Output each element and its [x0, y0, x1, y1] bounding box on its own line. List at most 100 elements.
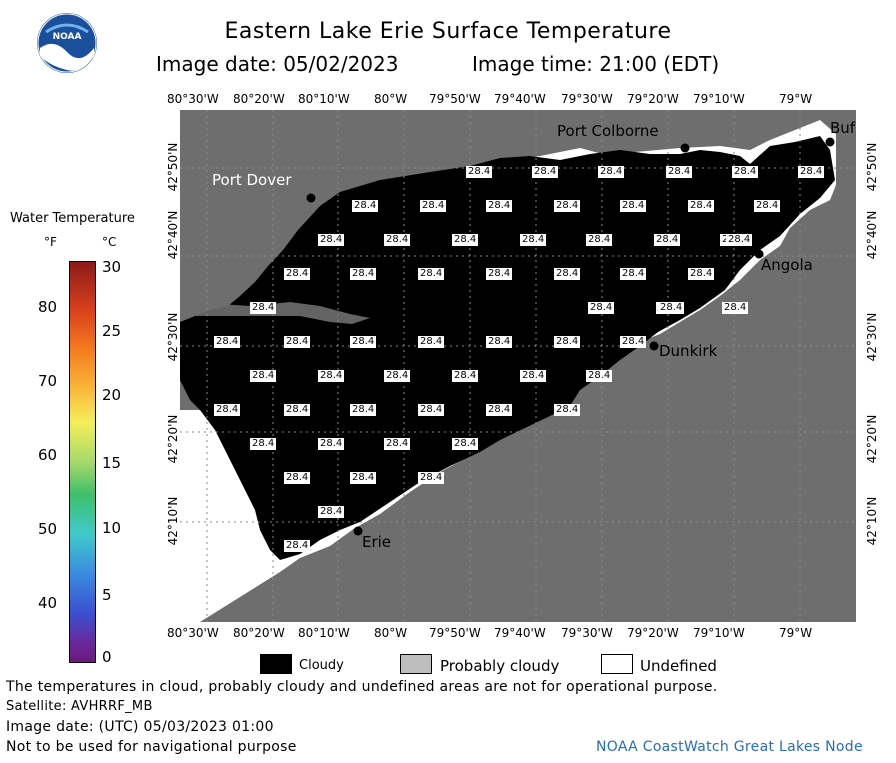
temperature-label: 28.4: [520, 370, 547, 382]
city-marker: [825, 137, 835, 147]
temperature-label: 28.4: [466, 166, 493, 178]
city-label-port-colborne: Port Colborne: [557, 122, 659, 140]
utc-image-date: Image date: (UTC) 05/03/2023 01:00: [6, 719, 274, 735]
legend-f-tick: 50: [38, 520, 58, 538]
city-marker: [680, 143, 690, 153]
lon-label-top: 79°40'W: [494, 92, 546, 106]
cloudy-swatch: [260, 654, 292, 674]
temperature-label: 28.4: [250, 370, 277, 382]
lon-label-bottom: 80°20'W: [233, 626, 285, 640]
temperature-label: 28.4: [214, 336, 241, 348]
navigation-warning: Not to be used for navigational purpose: [6, 739, 297, 755]
lat-label-right: 42°30'N: [865, 312, 879, 362]
temperature-label: 28.4: [620, 336, 647, 348]
legend-c-tick: 10: [102, 519, 122, 537]
temperature-label: 28.4: [284, 404, 311, 416]
lat-label-right: 42°20'N: [865, 414, 879, 464]
temperature-label: 28.4: [726, 234, 753, 246]
temperature-label: 28.4: [658, 302, 685, 314]
temperature-color-scale: [69, 261, 96, 663]
temperature-label: 28.4: [350, 268, 377, 280]
lon-label-bottom: 80°30'W: [167, 626, 219, 640]
city-label-port-dover: Port Dover: [212, 171, 292, 189]
temperature-label: 28.4: [318, 506, 345, 518]
lon-label-top: 79°10'W: [693, 92, 745, 106]
legend-f-tick: 70: [38, 372, 58, 390]
lon-label-bottom: 79°10'W: [693, 626, 745, 640]
legend-c-tick: 0: [102, 648, 112, 666]
lon-label-bottom: 80°10'W: [298, 626, 350, 640]
lon-label-bottom: 79°40'W: [494, 626, 546, 640]
lake-map: Port Colborne Buf Port Dover Angola Dunk…: [180, 110, 856, 622]
city-label-erie: Erie: [362, 533, 392, 551]
temperature-label: 28.4: [486, 200, 513, 212]
temperature-label: 28.4: [250, 302, 277, 314]
legend-unit-f: °F: [44, 235, 57, 249]
lon-label-top: 79°20'W: [627, 92, 679, 106]
legend-c-tick: 30: [102, 258, 122, 276]
temperature-label: 28.4: [754, 200, 781, 212]
temperature-label: 28.4: [452, 438, 479, 450]
temperature-label: 28.4: [688, 200, 715, 212]
lon-label-bottom: 80°W: [374, 626, 408, 640]
city-label-dunkirk: Dunkirk: [659, 342, 718, 360]
legend-f-tick: 80: [38, 298, 58, 316]
temperature-label: 28.4: [214, 404, 241, 416]
lon-label-top: 79°30'W: [561, 92, 613, 106]
legend-title: Water Temperature: [10, 211, 135, 226]
city-marker: [353, 526, 363, 536]
city-marker: [754, 249, 764, 259]
legend-c-tick: 15: [102, 454, 122, 472]
temperature-label: 28.4: [532, 166, 559, 178]
temperature-label: 28.4: [318, 234, 345, 246]
lon-label-bottom: 79°30'W: [561, 626, 613, 640]
lon-label-bottom: 79°20'W: [627, 626, 679, 640]
temperature-label: 28.4: [620, 268, 647, 280]
city-marker: [306, 193, 316, 203]
temperature-label: 28.4: [384, 438, 411, 450]
legend-c-tick: 25: [102, 322, 122, 340]
logo-text: NOAA: [53, 32, 82, 42]
lon-label-top: 79°50'W: [429, 92, 481, 106]
undefined-swatch: [601, 654, 633, 674]
lon-label-top: 80°20'W: [233, 92, 285, 106]
temperature-label: 28.4: [284, 540, 311, 552]
image-date: Image date: 05/02/2023: [156, 52, 399, 76]
lat-label-left: 42°40'N: [166, 210, 180, 260]
temperature-label: 28.4: [486, 404, 513, 416]
lat-label-left: 42°10'N: [166, 496, 180, 546]
lon-label-top: 80°W: [374, 92, 408, 106]
temperature-label: 28.4: [452, 370, 479, 382]
lon-label-top: 79°W: [779, 92, 813, 106]
city-marker: [649, 341, 659, 351]
temperature-label: 28.4: [352, 200, 379, 212]
temperature-label: 28.4: [554, 268, 581, 280]
legend-f-tick: 60: [38, 446, 58, 464]
temperature-label: 28.4: [384, 370, 411, 382]
temperature-label: 28.4: [586, 370, 613, 382]
temperature-label: 28.4: [384, 234, 411, 246]
temperature-label: 28.4: [722, 302, 749, 314]
legend-c-tick: 20: [102, 386, 122, 404]
lat-label-right: 42°50'N: [865, 142, 879, 192]
lat-label-right: 42°10'N: [865, 496, 879, 546]
page-title: Eastern Lake Erie Surface Temperature: [224, 19, 672, 44]
temperature-label: 28.4: [588, 302, 615, 314]
temperature-label: 28.4: [486, 336, 513, 348]
lat-label-left: 42°30'N: [166, 312, 180, 362]
lon-label-bottom: 79°50'W: [429, 626, 481, 640]
coastwatch-node-link[interactable]: NOAA CoastWatch Great Lakes Node: [596, 739, 863, 755]
temperature-label: 28.4: [452, 234, 479, 246]
image-time: Image time: 21:00 (EDT): [472, 52, 720, 76]
temperature-label: 28.4: [350, 472, 377, 484]
legend-c-tick: 5: [102, 586, 112, 604]
lat-label-right: 42°40'N: [865, 210, 879, 260]
temperature-label: 28.4: [350, 336, 377, 348]
temperature-label: 28.4: [284, 336, 311, 348]
temperature-label: 28.4: [554, 336, 581, 348]
probably-cloudy-swatch: [400, 654, 432, 674]
temperature-label: 28.4: [554, 404, 581, 416]
temperature-label: 28.4: [586, 234, 613, 246]
lon-label-top: 80°30'W: [167, 92, 219, 106]
temperature-label: 28.4: [620, 200, 647, 212]
